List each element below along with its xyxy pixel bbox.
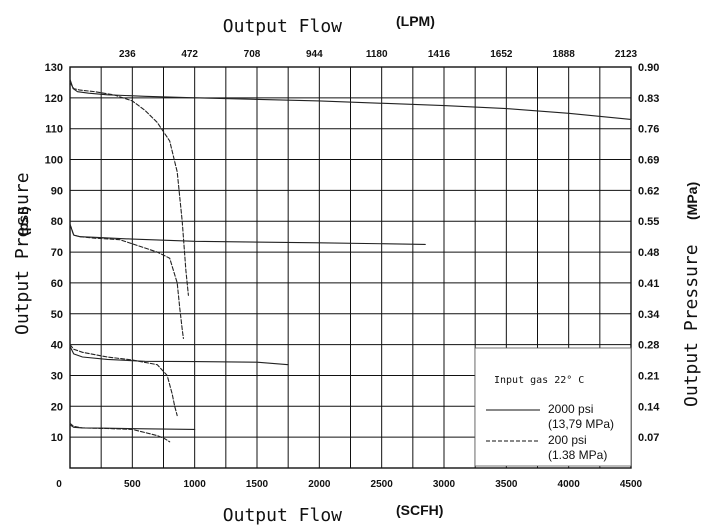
y-tick-label-right: 0.21 [638,370,659,382]
x-tick-label-top: 236 [119,49,136,60]
x-tick-label-bottom: 2500 [371,479,394,490]
x-tick-label-top: 708 [244,49,261,60]
series-line-solid [69,78,632,120]
x-tick-label-bottom: 2000 [308,479,331,490]
series-line-dashed [69,344,178,417]
x-tick-label-top: 944 [306,49,323,60]
y-tick-label-left: 40 [51,340,63,352]
top-axis-title: Output Flow [223,16,342,37]
x-tick-label-bottom: 4500 [620,479,643,490]
legend-dashed-label: 200 psi [548,433,587,447]
x-tick-label-top: 1416 [428,49,451,60]
x-tick-label-top: 1180 [366,49,388,60]
x-tick-label-bottom: 4000 [558,479,581,490]
series-line-dashed [69,422,171,443]
y-tick-label-right: 0.62 [638,185,659,197]
x-tick-label-top: 472 [181,49,198,60]
y-tick-label-left: 110 [45,124,63,136]
left-axis-unit: (psi) [15,206,31,236]
y-tick-label-right: 0.14 [638,401,660,413]
y-tick-label-right: 0.41 [638,278,659,290]
legend-title: Input gas 22° C [494,375,584,386]
left-axis-title: Output Pressure [12,172,33,335]
x-tick-label-bottom: 1500 [246,479,269,490]
y-tick-label-left: 10 [51,432,63,444]
y-tick-label-left: 60 [51,278,63,290]
x-tick-label-bottom: 1000 [184,479,207,490]
x-tick-label-top: 1652 [490,49,513,60]
y-tick-label-right: 0.55 [638,216,659,228]
y-tick-label-left: 70 [51,247,63,259]
x-tick-label-top: 2123 [615,49,638,60]
y-tick-label-right: 0.07 [638,432,659,444]
legend-solid-sublabel: (13,79 MPa) [548,417,614,431]
plot-frame [69,66,632,469]
bottom-axis-title: Output Flow [223,505,342,526]
series-line-dashed [69,223,184,339]
series-group [69,78,632,443]
legend-box [474,347,632,467]
right-axis-unit: (MPa) [684,182,700,220]
y-tick-label-right: 0.90 [638,62,659,74]
bottom-axis-unit: (SCFH) [396,502,443,518]
right-axis-title: Output Pressure [681,244,702,407]
y-tick-label-left: 100 [45,155,63,167]
series-line-solid [69,345,289,366]
y-tick-label-right: 0.69 [638,155,659,167]
y-tick-label-left: 90 [51,185,63,197]
y-tick-label-left: 30 [51,370,63,382]
y-tick-label-left: 130 [45,62,63,74]
y-tick-label-left: 50 [51,309,63,321]
tick-labels: 0 500 1000 1500 2000 2500 3000 3500 4000 4500 236 4… [45,49,661,490]
legend-solid-label: 2000 psi [548,402,593,416]
y-tick-label-right: 0.76 [638,124,659,136]
y-tick-label-right: 0.28 [638,340,659,352]
x-tick-label-top: 1888 [553,49,576,60]
legend: Input gas 22° C 2000 psi (13,79 MPa) 200… [474,347,632,467]
y-tick-label-right: 0.48 [638,247,659,259]
y-tick-label-left: 120 [45,93,63,105]
x-tick-label-bottom: 3500 [495,479,518,490]
y-tick-label-left: 80 [51,216,63,228]
y-tick-label-left: 20 [51,401,63,413]
top-axis-unit: (LPM) [396,13,435,29]
x-tick-label-bottom: 0 [56,479,62,490]
y-tick-label-right: 0.34 [638,309,660,321]
y-tick-label-right: 0.83 [638,93,659,105]
series-line-dashed [69,81,189,296]
x-tick-label-bottom: 500 [124,479,141,490]
legend-dashed-sublabel: (1.38 MPa) [548,448,607,462]
x-tick-label-bottom: 3000 [433,479,456,490]
